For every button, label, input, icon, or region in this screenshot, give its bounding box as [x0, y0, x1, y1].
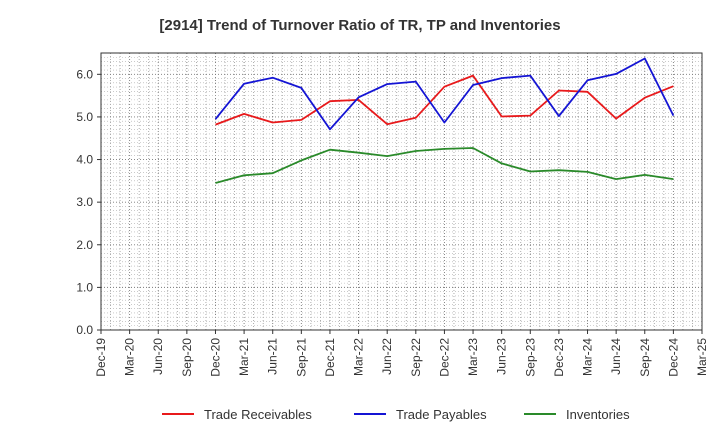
- plot-background: [101, 53, 702, 330]
- chart-title: [2914] Trend of Turnover Ratio of TR, TP…: [159, 17, 560, 34]
- x-tick-label: Sep-24: [638, 338, 652, 377]
- x-tick-label: Dec-20: [208, 338, 222, 377]
- y-tick-label: 4.0: [76, 153, 93, 167]
- x-tick-label: Mar-22: [352, 338, 366, 376]
- x-tick-label: Sep-23: [523, 338, 537, 377]
- legend-label-inventories: Inventories: [566, 407, 630, 422]
- series-line-trade-receivables: [215, 74, 674, 126]
- series-line-inventories: [215, 147, 674, 184]
- legend-label-trade-receivables: Trade Receivables: [204, 407, 312, 422]
- y-tick-label: 5.0: [76, 110, 93, 124]
- y-tick-label: 1.0: [76, 280, 93, 294]
- x-tick-label: Mar-20: [123, 338, 137, 376]
- plot-frame: [100, 52, 703, 331]
- x-tick-label: Dec-22: [437, 338, 451, 377]
- plot-area: 0.0 1.0 2.0 3.0 4.0 5.0 6.0 Dec-19 Mar-20 Jun-20 S…: [76, 52, 709, 377]
- legend: Trade Receivables Trade Payables Inventori…: [162, 407, 630, 422]
- x-tick-label: Mar-23: [466, 338, 480, 376]
- x-tick-label: Mar-25: [695, 338, 709, 376]
- x-tick-label: Dec-23: [552, 338, 566, 377]
- x-tick-label: Mar-21: [237, 338, 251, 376]
- y-tick-label: 6.0: [76, 67, 93, 81]
- x-tick-label: Sep-21: [294, 338, 308, 377]
- x-tick-label: Jun-20: [151, 338, 165, 375]
- x-tick-label: Jun-21: [266, 338, 280, 375]
- y-tick-label: 3.0: [76, 195, 93, 209]
- y-tick-label: 2.0: [76, 238, 93, 252]
- legend-label-trade-payables: Trade Payables: [396, 407, 487, 422]
- x-tick-label: Sep-20: [180, 338, 194, 377]
- x-tick-label: Sep-22: [409, 338, 423, 377]
- x-tick-label: Dec-24: [666, 338, 680, 377]
- x-tick-label: Jun-24: [609, 338, 623, 375]
- x-tick-label: Dec-21: [323, 338, 337, 377]
- x-tick-label: Jun-23: [495, 338, 509, 375]
- y-tick-label: 0.0: [76, 323, 93, 337]
- x-tick-label: Jun-22: [380, 338, 394, 375]
- x-tick-label: Dec-19: [94, 338, 108, 377]
- x-tick-label: Mar-24: [581, 338, 595, 376]
- series-line-trade-payables: [214, 57, 675, 131]
